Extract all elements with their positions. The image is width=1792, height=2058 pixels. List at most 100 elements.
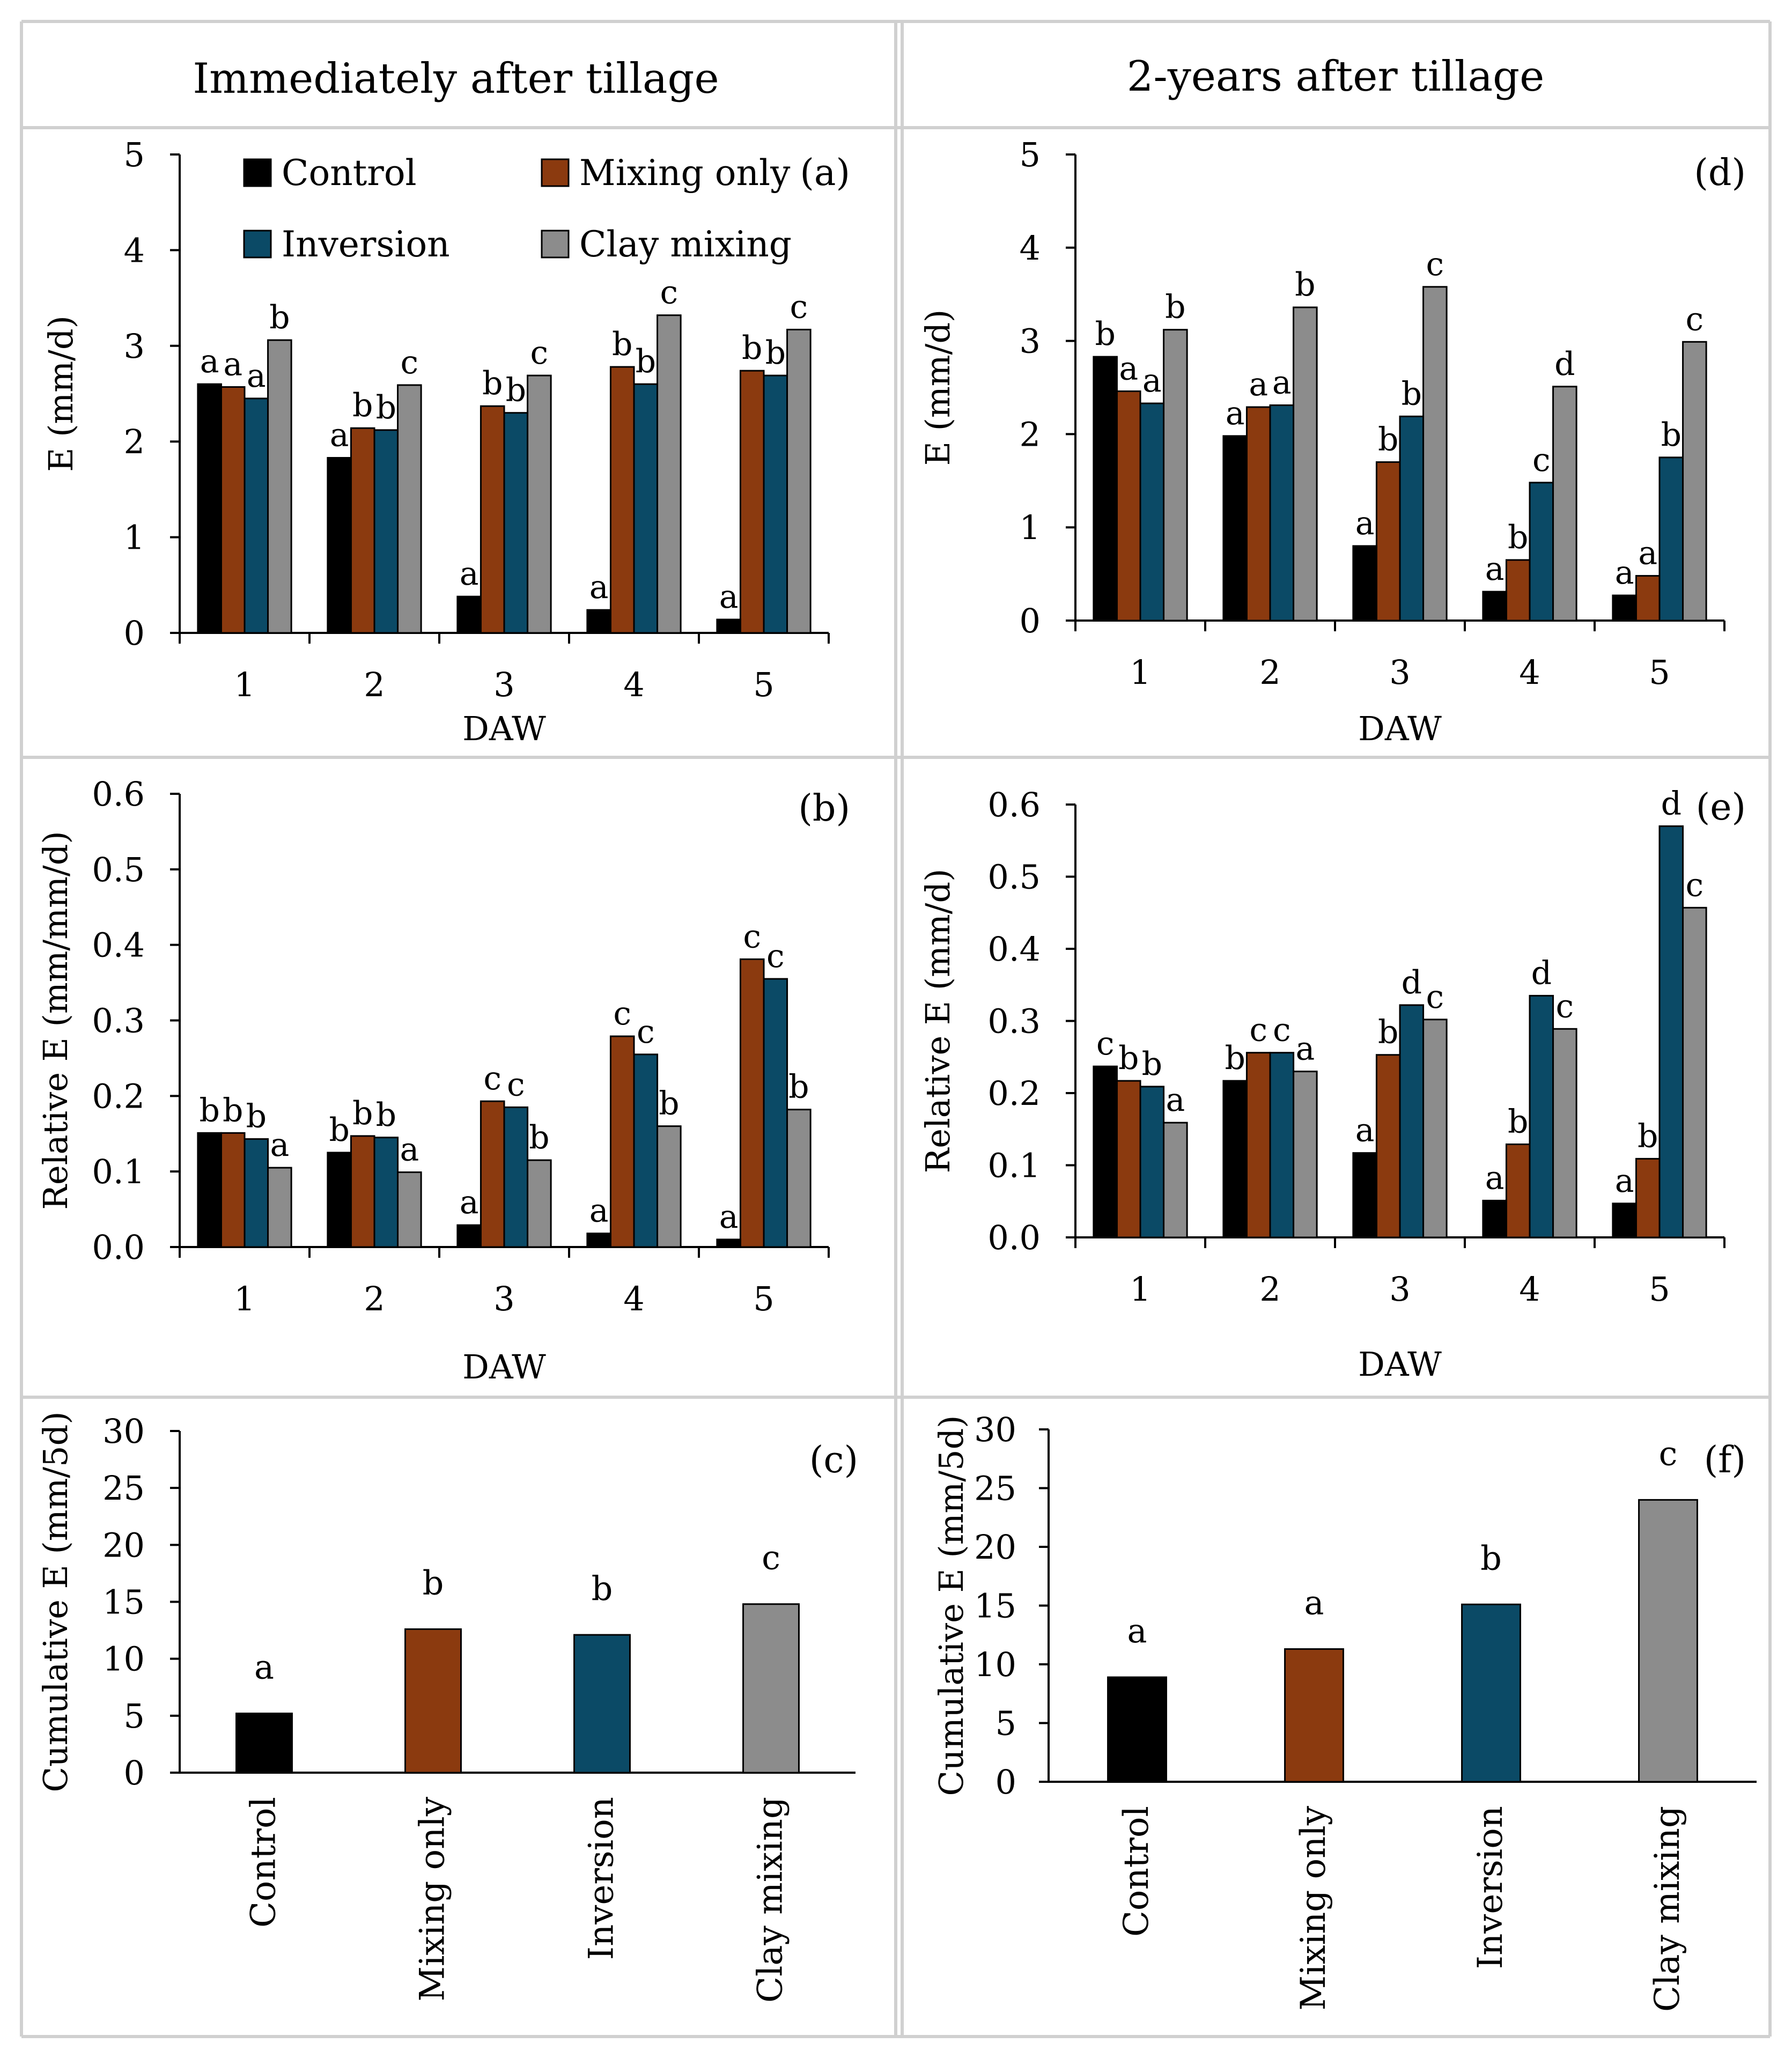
bar-a-clay-mixing-daw4: [657, 314, 682, 634]
bar-c-clay-mixing: [742, 1603, 800, 1774]
significance-letter: a: [223, 346, 242, 383]
significance-letter: d: [1554, 345, 1575, 383]
significance-letter: a: [460, 555, 479, 593]
bar-b-clay-mixing-daw2: [397, 1171, 422, 1248]
significance-letter: c: [1686, 866, 1704, 904]
x-tick-label: 2: [1259, 1270, 1280, 1309]
bar-a-clay-mixing-daw3: [527, 374, 552, 634]
x-tick-label: Clay mixing: [751, 1797, 791, 2003]
bar-d-mixing-only-daw1: [1116, 390, 1141, 622]
bar-e-control-daw2: [1222, 1080, 1248, 1238]
x-tick-label: Mixing only: [413, 1797, 453, 2001]
bar-e-clay-mixing-daw4: [1552, 1028, 1577, 1238]
bar-b-control-daw2: [327, 1152, 352, 1248]
bar-b-clay-mixing-daw4: [657, 1125, 682, 1248]
bar-e-control-daw1: [1093, 1065, 1118, 1238]
y-tick-label: 5: [124, 1696, 145, 1736]
bar-b-inversion-daw5: [763, 978, 788, 1248]
significance-letter: b: [376, 1096, 396, 1134]
bar-d-control-daw3: [1352, 545, 1377, 622]
y-tick-label: 0.0: [987, 1218, 1041, 1257]
y-tick-label: 30: [974, 1410, 1016, 1449]
x-tick-label: 1: [234, 1279, 255, 1318]
x-tick-label: Clay mixing: [1648, 1806, 1687, 2012]
bar-b-control-daw4: [586, 1233, 611, 1248]
y-tick-label: 25: [102, 1469, 145, 1508]
panel-label: (a): [800, 152, 850, 194]
y-tick-label: 2: [1020, 415, 1041, 454]
y-axis-label: Relative E (mm/d): [918, 869, 957, 1174]
x-axis-label: DAW: [462, 1347, 546, 1386]
significance-letter: c: [660, 274, 679, 312]
significance-letter: b: [612, 326, 632, 363]
bar-b-mixing-only-daw5: [739, 958, 765, 1248]
bar-d-clay-mixing-daw4: [1552, 386, 1577, 622]
significance-letter: b: [223, 1091, 243, 1129]
significance-letter: c: [762, 1538, 780, 1577]
significance-letter: b: [1225, 1039, 1245, 1077]
bar-c-control: [235, 1713, 293, 1774]
significance-letter: b: [1508, 519, 1528, 556]
legend-label-mixing-only: Mixing only: [579, 152, 791, 194]
significance-letter: b: [423, 1563, 444, 1602]
significance-letter: a: [1485, 1159, 1505, 1197]
y-axis-label: Relative E (mm/mm/d): [36, 831, 75, 1209]
x-tick-label: 5: [1649, 1270, 1670, 1309]
significance-letter: b: [1661, 416, 1682, 454]
significance-letter: d: [1661, 785, 1682, 822]
y-tick-label: 10: [974, 1645, 1016, 1684]
y-tick-label: 1: [1020, 508, 1041, 547]
y-tick-label: 3: [1020, 322, 1041, 361]
significance-letter: b: [1378, 421, 1398, 459]
significance-letter: a: [589, 1192, 609, 1230]
y-tick-label: 0.2: [987, 1074, 1041, 1113]
y-tick-label: 0: [124, 1753, 145, 1793]
y-tick-label: 0.5: [92, 850, 145, 889]
y-axis-label: Cumulative E (mm/5d): [36, 1411, 75, 1792]
y-tick-label: 0.6: [987, 785, 1041, 824]
bar-a-control-daw2: [327, 457, 352, 634]
bar-e-control-daw4: [1482, 1199, 1507, 1238]
y-tick-label: 0.6: [92, 774, 145, 814]
x-tick-label: 1: [1130, 1270, 1151, 1309]
y-tick-label: 0: [124, 614, 145, 653]
bar-e-inversion-daw5: [1658, 825, 1684, 1238]
y-tick-label: 15: [974, 1587, 1016, 1626]
panel-label: (b): [798, 787, 850, 830]
bar-a-mixing-only-daw1: [220, 386, 246, 634]
significance-letter: b: [592, 1569, 613, 1608]
significance-letter: b: [1142, 1045, 1162, 1083]
significance-letter: a: [719, 1198, 739, 1236]
bar-a-inversion-daw1: [244, 397, 269, 634]
bar-a-mixing-only-daw4: [609, 366, 635, 634]
significance-letter: a: [1355, 1112, 1375, 1149]
significance-letter: a: [1166, 1081, 1185, 1119]
significance-letter: a: [1119, 350, 1138, 387]
bar-b-inversion-daw3: [503, 1106, 529, 1248]
significance-letter: c: [1249, 1012, 1267, 1049]
significance-letter: a: [1355, 505, 1375, 542]
legend-label-inversion: Inversion: [282, 224, 450, 265]
x-tick-label: 3: [1389, 1270, 1410, 1309]
x-tick-label: 4: [1519, 1270, 1540, 1309]
significance-letter: a: [719, 578, 739, 616]
x-tick-label: Control: [244, 1797, 284, 1928]
significance-letter: b: [788, 1068, 809, 1106]
x-axis-label: DAW: [462, 709, 546, 748]
significance-letter: c: [613, 995, 631, 1032]
bar-d-mixing-only-daw2: [1245, 406, 1271, 622]
y-tick-label: 3: [124, 327, 145, 366]
bar-e-inversion-daw1: [1139, 1086, 1165, 1238]
bar-e-clay-mixing-daw2: [1293, 1071, 1318, 1238]
x-axis-label: DAW: [1358, 1345, 1442, 1384]
y-tick-label: 10: [102, 1640, 145, 1679]
significance-letter: b: [742, 329, 762, 367]
bar-f-mixing-only: [1284, 1648, 1344, 1783]
bar-c-inversion: [573, 1634, 631, 1774]
significance-letter: c: [1096, 1025, 1115, 1063]
panel-label: (c): [809, 1439, 858, 1481]
bar-a-mixing-only-daw2: [350, 427, 375, 634]
significance-letter: c: [1426, 978, 1444, 1016]
bar-e-control-daw5: [1612, 1203, 1637, 1238]
bar-b-clay-mixing-daw3: [527, 1159, 552, 1248]
